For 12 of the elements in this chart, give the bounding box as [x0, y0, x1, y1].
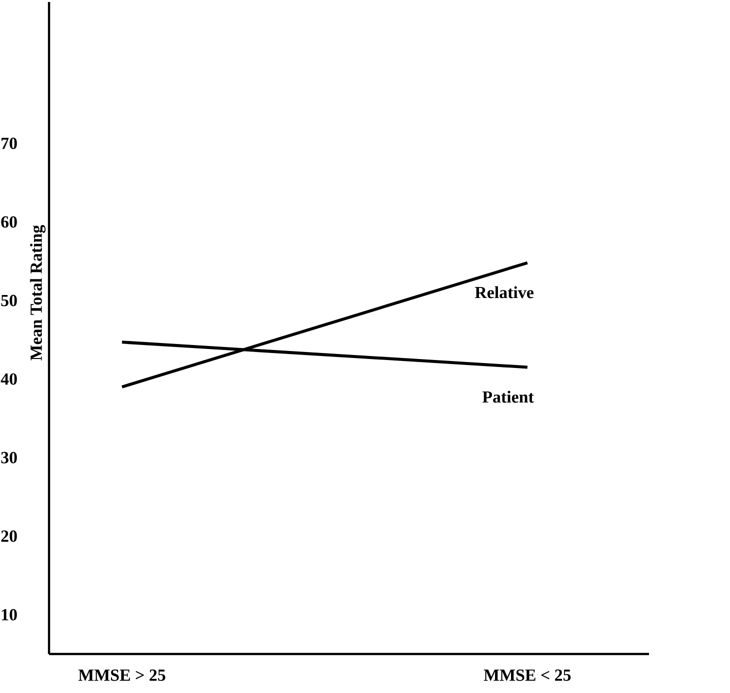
y-tick-label: 60	[1, 216, 17, 228]
y-axis-title: Mean Total Rating	[30, 225, 46, 360]
y-tick-label: 30	[1, 452, 17, 464]
y-tick-label: 10	[2, 608, 17, 620]
y-tick-label: 40	[0, 373, 17, 385]
x-tick-label: MMSE > 25	[78, 670, 166, 681]
y-tick-label: 20	[1, 530, 17, 542]
series-label: Patient	[482, 390, 534, 403]
series-label: Relative	[474, 286, 534, 298]
x-tick-label: MMSE < 25	[484, 670, 571, 681]
y-tick-label: 70	[2, 138, 17, 150]
y-tick-label: 50	[1, 294, 17, 306]
